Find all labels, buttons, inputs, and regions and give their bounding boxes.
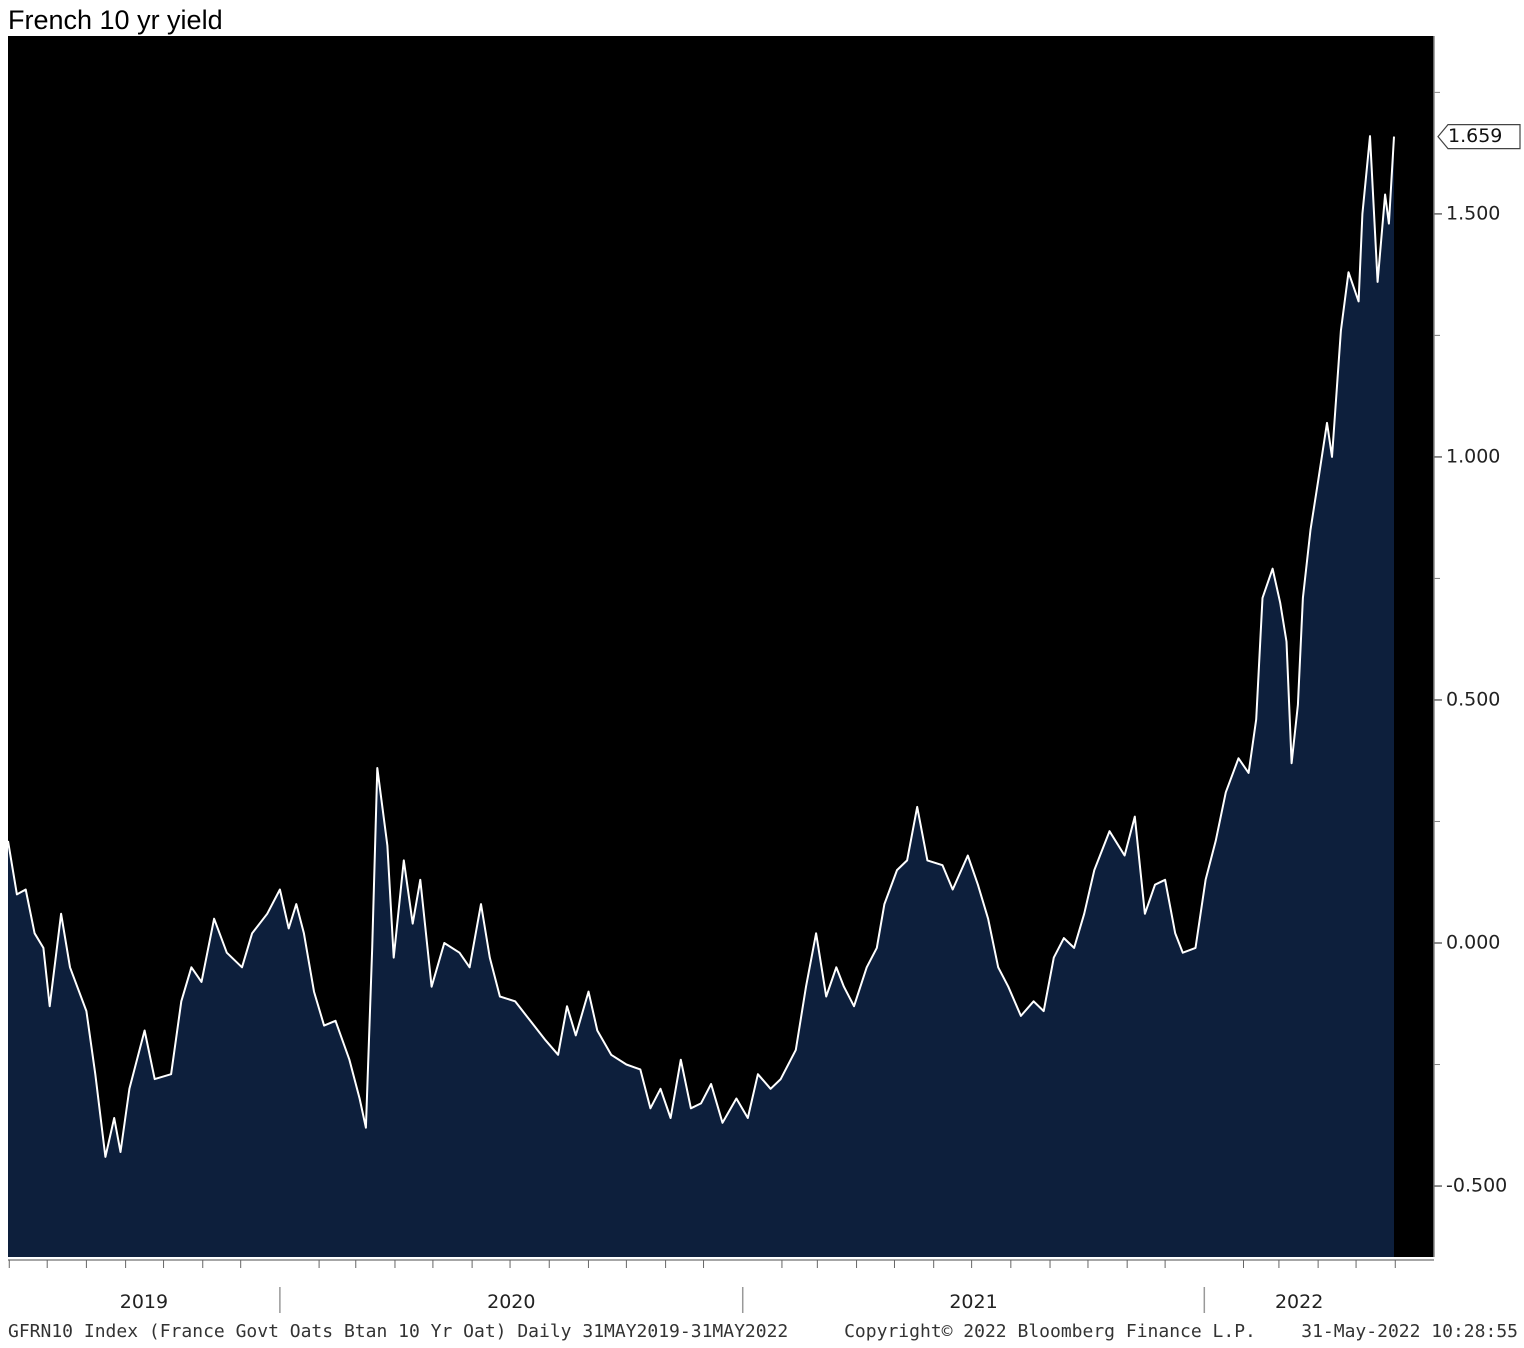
x-year-label: 2021	[949, 1291, 997, 1313]
footer-copyright: Copyright© 2022 Bloomberg Finance L.P.	[844, 1321, 1256, 1342]
chart-title: French 10 yr yield	[8, 5, 223, 35]
x-year-label: 2022	[1275, 1291, 1323, 1313]
footer-source: GFRN10 Index (France Govt Oats Btan 10 Y…	[8, 1321, 788, 1342]
y-tick-label: 0.500	[1446, 688, 1500, 710]
area-fill	[8, 136, 1394, 1258]
last-value-tag	[1437, 124, 1521, 150]
x-year-label: 2020	[487, 1291, 535, 1313]
y-tick-label: -0.500	[1446, 1175, 1507, 1197]
last-value-label: 1.659	[1448, 125, 1502, 147]
y-tick-label: 1.500	[1446, 202, 1500, 224]
yield-line	[7, 135, 1395, 1158]
footer-timestamp: 31-May-2022 10:28:55	[1301, 1321, 1518, 1342]
y-tick-label: 0.000	[1446, 932, 1500, 954]
y-tick-label: 1.000	[1446, 445, 1500, 467]
x-year-label: 2019	[120, 1291, 168, 1313]
